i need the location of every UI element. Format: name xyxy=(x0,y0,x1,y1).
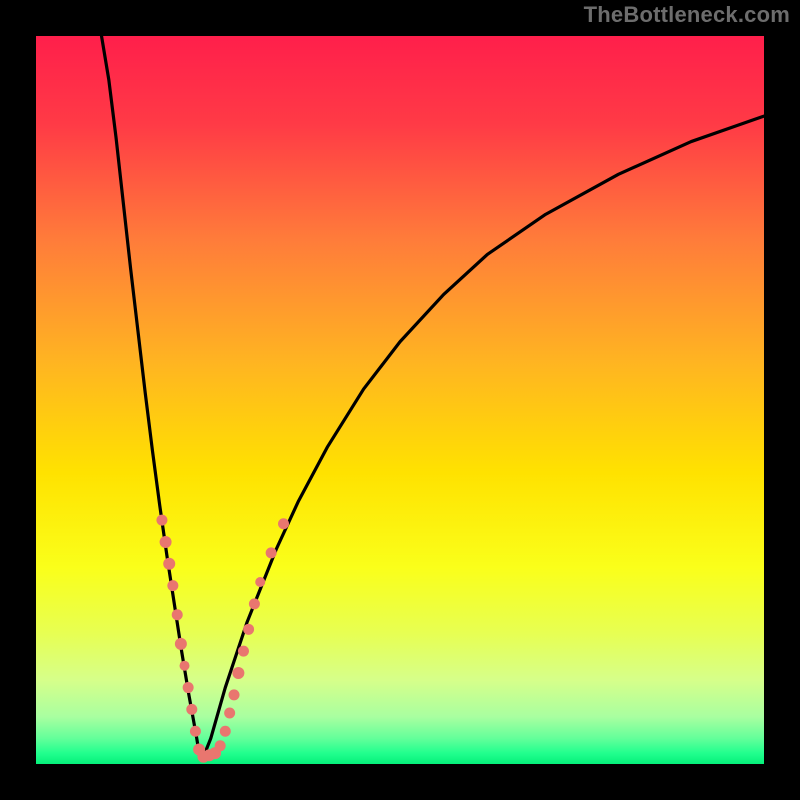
scatter-point xyxy=(160,536,172,548)
scatter-point xyxy=(255,577,265,587)
scatter-point xyxy=(167,580,178,591)
scatter-point xyxy=(278,518,289,529)
scatter-point xyxy=(249,598,260,609)
scatter-point xyxy=(266,547,277,558)
scatter-point xyxy=(172,609,183,620)
scatter-point xyxy=(232,667,244,679)
scatter-point xyxy=(229,689,240,700)
scatter-point xyxy=(215,740,226,751)
watermark-text: TheBottleneck.com xyxy=(584,2,790,28)
scatter-point xyxy=(243,624,254,635)
scatter-point xyxy=(224,708,235,719)
scatter-point xyxy=(175,638,187,650)
scatter-point xyxy=(238,646,249,657)
scatter-point xyxy=(183,682,194,693)
scatter-point xyxy=(220,726,231,737)
scatter-point xyxy=(163,558,175,570)
chart-svg xyxy=(0,0,800,800)
scatter-point xyxy=(180,661,190,671)
chart-stage: TheBottleneck.com xyxy=(0,0,800,800)
scatter-point xyxy=(186,704,197,715)
scatter-point xyxy=(156,515,167,526)
scatter-point xyxy=(190,726,201,737)
